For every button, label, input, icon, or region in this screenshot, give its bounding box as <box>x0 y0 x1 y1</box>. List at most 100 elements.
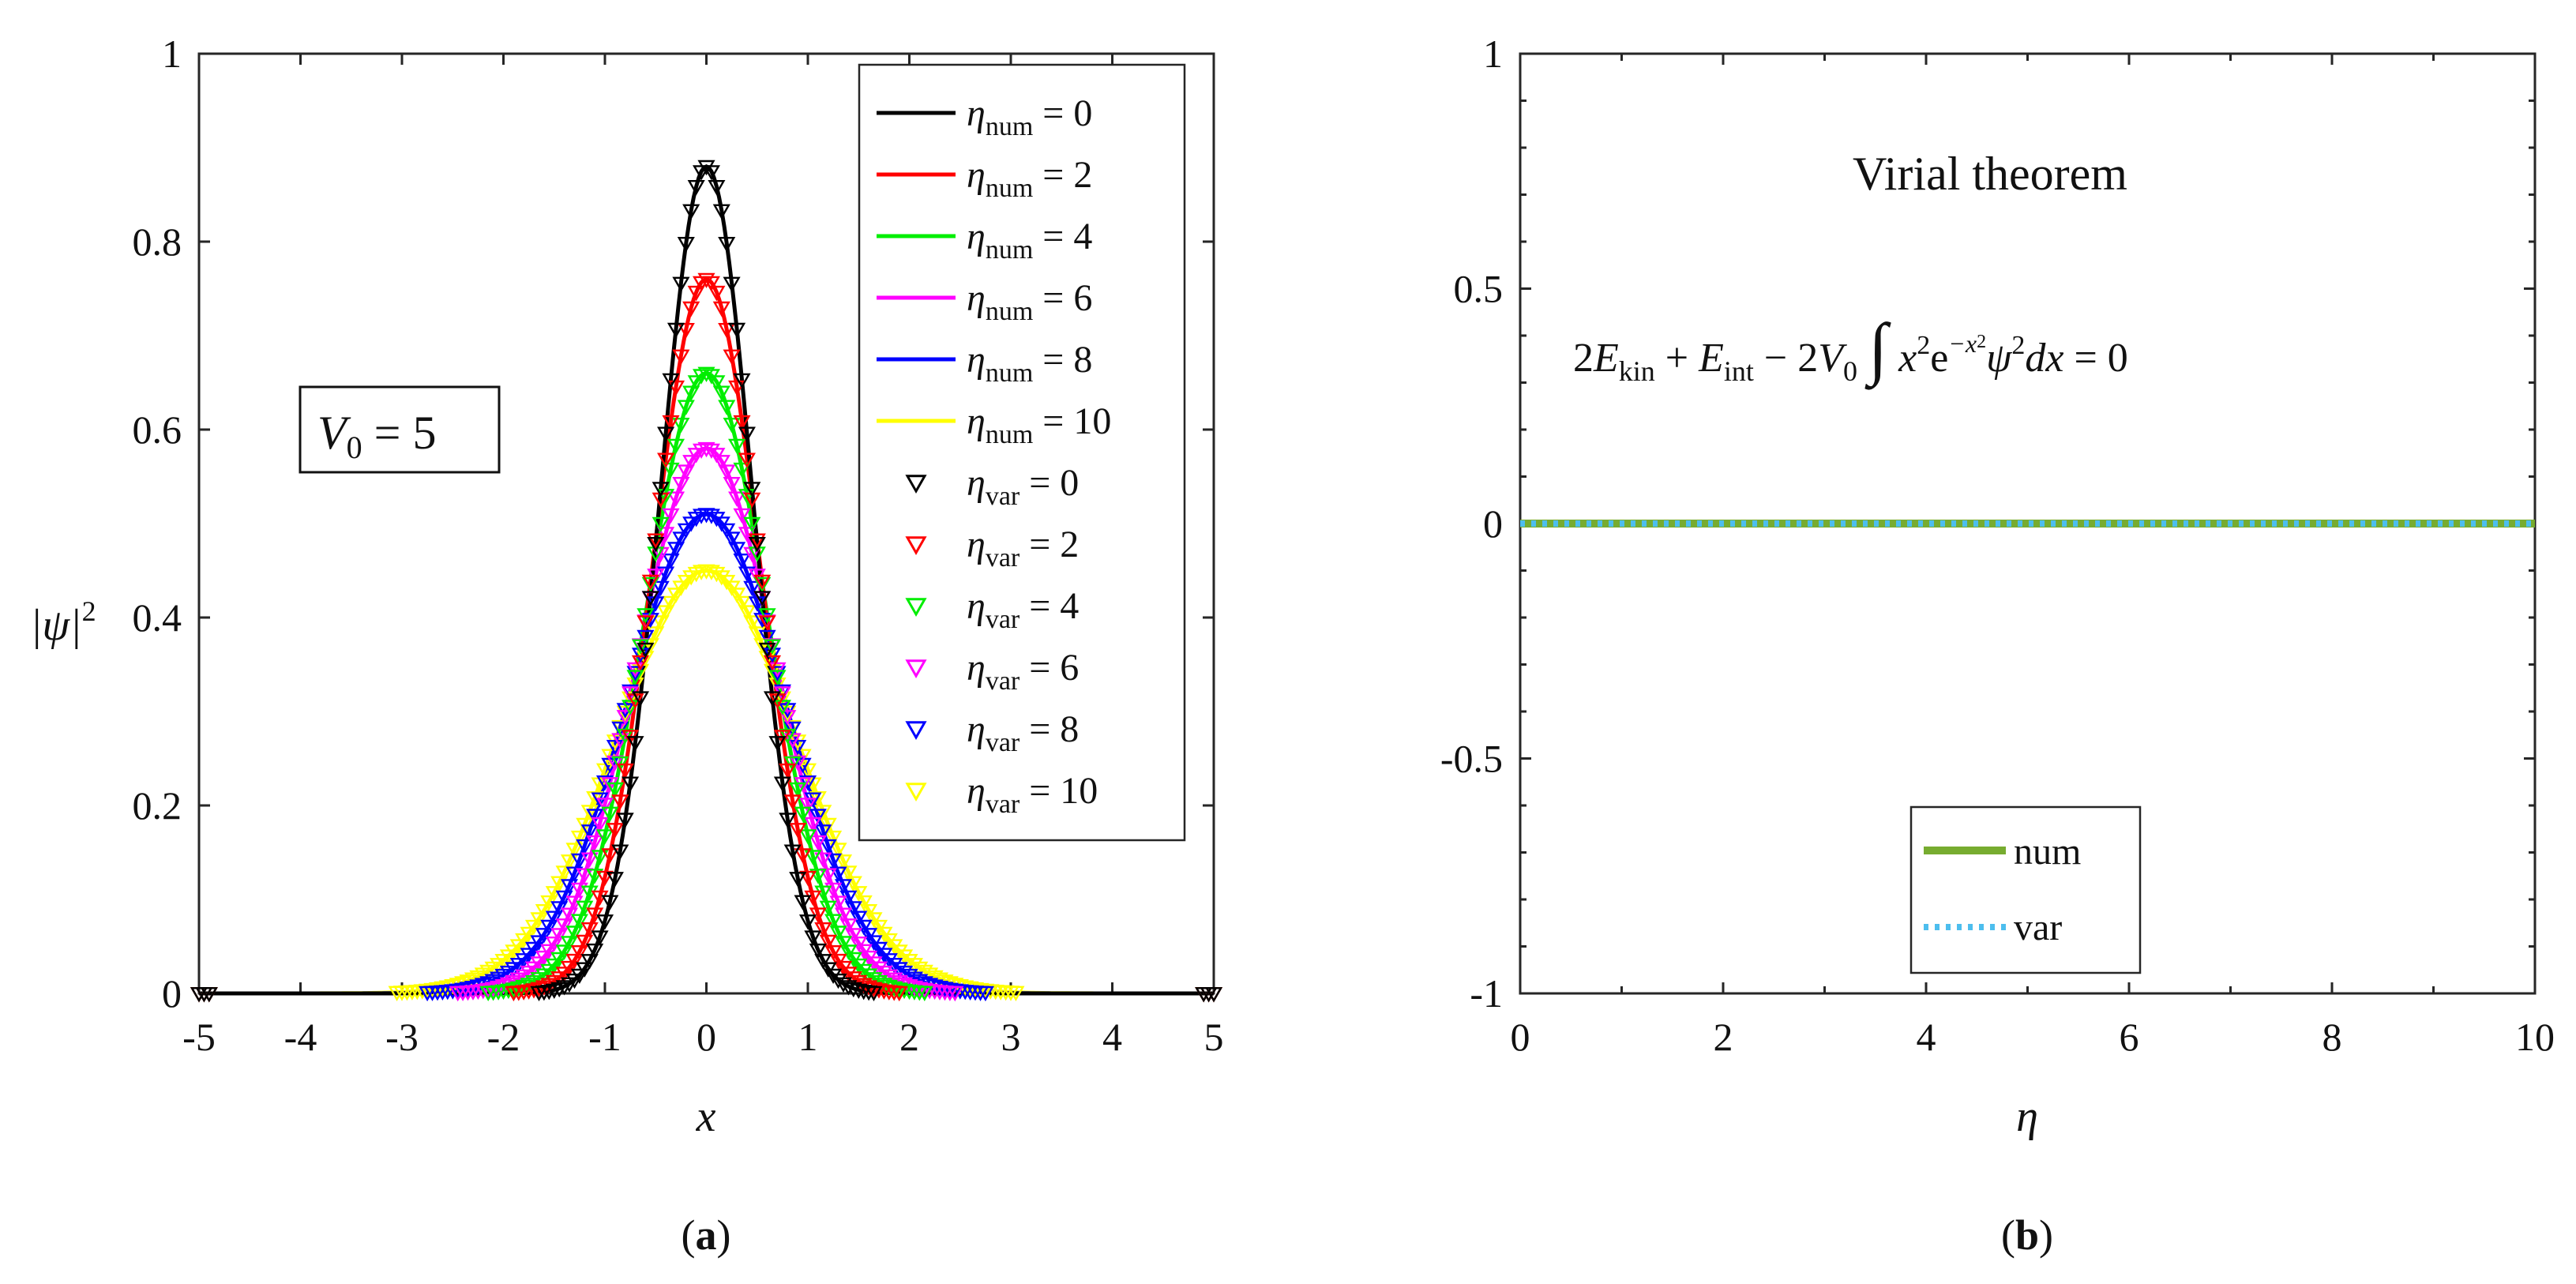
panel-a-marker-point <box>728 542 746 558</box>
panel-a-marker-point <box>712 455 730 471</box>
panel-a-marker-point <box>565 925 584 941</box>
panel-a-marker-point <box>733 595 751 612</box>
panel-a-marker-point <box>723 418 741 434</box>
panel-a-marker-point <box>626 662 644 678</box>
panel-a-marker-point <box>540 944 558 959</box>
panel-b-x-tick-label: 10 <box>2515 1015 2555 1059</box>
panel-a-marker-point <box>723 349 741 366</box>
panel-a-legend-entry-var-0: ηvar = 0 <box>905 462 1079 511</box>
panel-a-marker-point <box>662 373 680 389</box>
panel-a-marker-point <box>631 655 650 671</box>
panel-a-marker-point <box>743 482 761 497</box>
panel-a-marker-point <box>682 455 700 471</box>
panel-a-marker-point <box>728 438 746 455</box>
panel-a-marker-point <box>763 655 782 671</box>
panel-a-legend-swatch <box>905 475 927 494</box>
panel-a-legend-label: ηnum = 0 <box>967 92 1092 141</box>
panel-a-marker-point <box>570 853 588 869</box>
panel-a-y-tick-label: 0.6 <box>133 407 182 452</box>
panel-a-marker-point <box>509 981 528 997</box>
panel-a-marker-point <box>652 482 670 497</box>
panel-a-marker-point <box>595 829 614 845</box>
panel-a-marker-point <box>789 823 807 839</box>
panel-a-marker-point <box>595 798 614 813</box>
panel-a-legend-label: ηnum = 6 <box>967 277 1092 326</box>
panel-a-legend-entry-num-6: ηnum = 6 <box>877 277 1092 326</box>
panel-a-marker-point <box>601 895 619 910</box>
panel-a-marker-point <box>718 523 736 539</box>
panel-a-marker-point <box>758 629 776 646</box>
panel-a-marker-point <box>809 943 827 959</box>
panel-a-marker-point <box>570 882 588 899</box>
panel-a-marker-point <box>530 935 548 951</box>
panel-a-y-tick-label: 0.4 <box>133 595 182 640</box>
panel-a-marker-point <box>768 736 787 752</box>
panel-a-marker-point <box>738 566 756 582</box>
panel-a-marker-point <box>555 944 573 960</box>
panel-a-marker-point <box>702 443 720 460</box>
panel-b-title-annotation: Virial theorem <box>1853 148 2127 200</box>
panel-a-marker-point <box>586 835 604 851</box>
panel-a: -5 -4 -3 -2 -1 0 1 2 3 4 5 0 0.2 0.4 0.6 0.8 1 x |ψ|2 V… <box>30 32 1224 1259</box>
panel-a-x-tick-labels: -5 -4 -3 -2 -1 0 1 2 3 4 5 <box>182 1015 1223 1059</box>
panel-a-marker-point <box>1007 986 1025 1002</box>
panel-a-marker-point <box>652 516 670 533</box>
panel-a-marker-point <box>829 866 847 882</box>
panel-a-marker-point <box>626 666 644 681</box>
panel-b-x-tick-labels: 0 2 4 6 8 10 <box>1511 1015 2555 1059</box>
panel-a-marker-point <box>520 926 538 943</box>
panel-a-marker-point <box>499 983 517 1000</box>
panel-a-marker-point <box>601 806 619 823</box>
panel-a-marker-point <box>616 813 634 828</box>
panel-a-marker-point <box>479 982 498 999</box>
panel-a-y-tick-label: 0.2 <box>133 783 182 828</box>
panel-a-marker-point <box>621 691 640 708</box>
panel-b-y-tick-label: 1 <box>1483 32 1503 76</box>
panel-a-marker-point <box>733 508 751 524</box>
panel-a-marker-point <box>570 830 588 847</box>
panel-a-marker-point <box>662 462 680 479</box>
panel-a-marker-point <box>560 960 579 977</box>
panel-a-marker-point <box>718 323 736 339</box>
panel-a-marker-point <box>844 982 862 998</box>
panel-a-marker-point <box>672 477 690 493</box>
panel-a-marker-point <box>915 986 933 1002</box>
panel-a-marker-point <box>708 375 726 391</box>
panel-a-marker-point <box>652 615 670 631</box>
panel-a-marker-point <box>798 914 817 930</box>
panel-a-annotation: V0 = 5 <box>317 407 437 465</box>
panel-a-marker-point <box>723 531 741 547</box>
panel-a-marker-point <box>728 322 746 339</box>
panel-a-legend-swatch <box>905 598 927 618</box>
panel-a-marker-point <box>798 829 817 845</box>
panel-a-marker-point <box>667 438 685 455</box>
panel-a-marker-point <box>779 728 797 745</box>
panel-a-x-tick-label: -3 <box>385 1015 419 1059</box>
panel-a-marker-point <box>723 477 741 493</box>
panel-a-marker-point <box>657 426 675 442</box>
panel-a-legend-entry-num-8: ηnum = 8 <box>877 339 1092 388</box>
panel-a-x-tick-label: 1 <box>798 1015 818 1059</box>
panel-b-y-tick-labels: -1 -0.5 0 0.5 1 <box>1440 32 1503 1016</box>
panel-a-x-tick-label: 5 <box>1204 1015 1224 1059</box>
panel-a-marker-point <box>824 882 843 899</box>
panel-a-marker-point <box>667 491 685 507</box>
panel-a-marker-point <box>682 301 700 317</box>
panel-a-marker-point <box>631 691 650 707</box>
panel-a-marker-point <box>672 276 690 292</box>
panel-a-marker-point <box>869 983 888 999</box>
panel-a-marker-point <box>595 914 614 930</box>
panel-a-marker-point <box>591 817 609 833</box>
panel-a-marker-point <box>662 508 680 524</box>
panel-a-marker-point <box>647 537 665 553</box>
panel-a-marker-point <box>662 595 680 612</box>
panel-a-legend-entry-num-4: ηnum = 4 <box>877 216 1092 265</box>
panel-a-legend-entry-var-10: ηvar = 10 <box>905 770 1098 819</box>
panel-a-marker-point <box>839 944 858 960</box>
panel-a-marker-point <box>834 854 853 870</box>
panel-a-x-tick-label: 2 <box>899 1015 919 1059</box>
panel-a-marker-point <box>621 700 640 715</box>
panel-a-marker-point <box>789 782 807 798</box>
panel-a-marker-point <box>677 464 695 480</box>
panel-a-marker-point <box>753 574 772 591</box>
